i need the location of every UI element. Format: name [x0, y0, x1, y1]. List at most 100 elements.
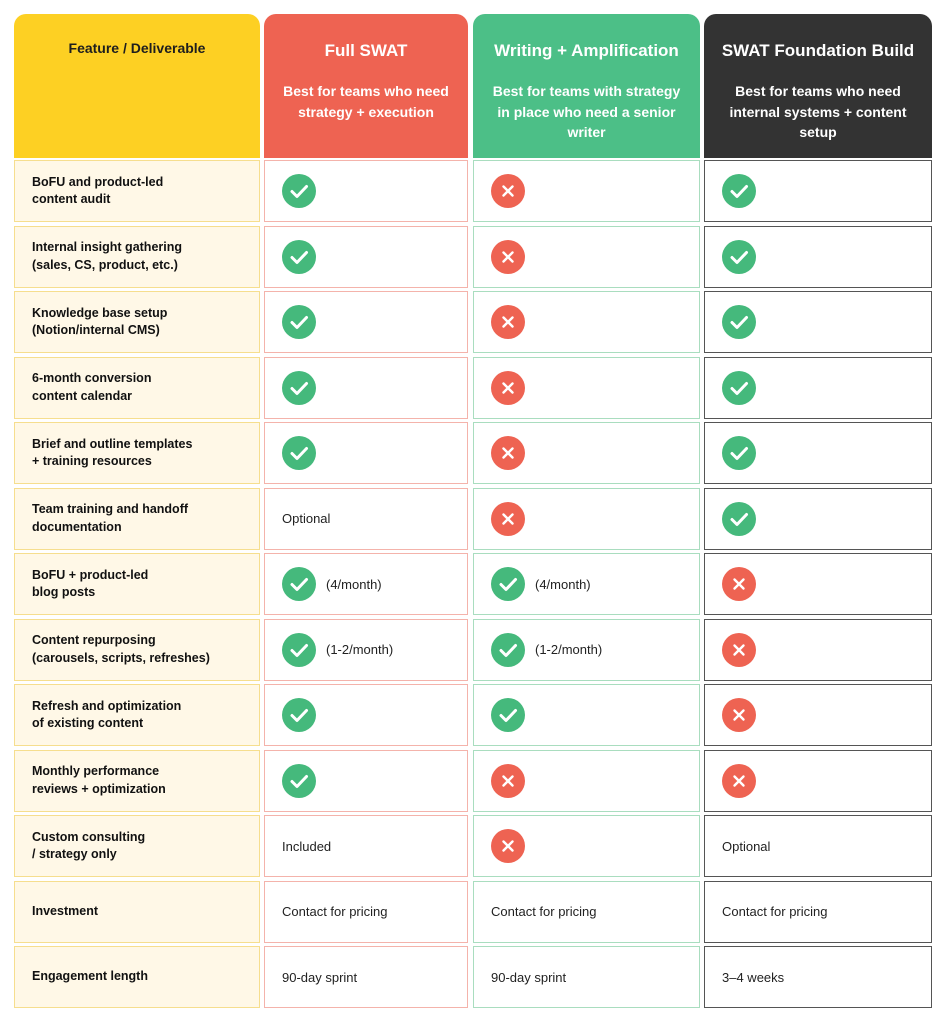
feature-text: Monthly performance: [32, 764, 160, 778]
feature-cell: Brief and outline templates + training re…: [14, 422, 260, 484]
plan-cell: [473, 815, 700, 877]
plan-cell: 90-day sprint: [264, 946, 468, 1008]
feature-text: documentation: [32, 519, 122, 534]
check-icon: [722, 239, 756, 274]
check-icon: [282, 763, 316, 798]
plan-cell: (4/month): [264, 553, 468, 615]
plan-cell: [473, 422, 700, 484]
plan-cell: [473, 487, 700, 550]
check-icon: [282, 174, 316, 208]
feature-text: (Notion/internal CMS): [32, 323, 160, 337]
plan-cell: [264, 422, 468, 484]
header-cell: SWAT Foundation Build Best for teams who …: [704, 14, 932, 158]
plan-cell: [473, 684, 700, 746]
feature-text: Investment: [32, 903, 98, 918]
check-icon: [722, 436, 756, 470]
feature-text: BoFU + product-led: [32, 567, 149, 582]
cell-text: Contact for pricing: [282, 904, 388, 919]
plan-cell: [264, 749, 468, 812]
plan-cell: [473, 291, 700, 353]
plan-subtitle: Best for teams who need strategy + execu…: [283, 83, 449, 120]
cross-icon: [722, 698, 756, 732]
plan-cell: Contact for pricing: [264, 880, 468, 943]
feature-text: content audit: [32, 192, 111, 206]
cell-text: Included: [282, 838, 332, 854]
plan-cell: Included: [264, 815, 468, 877]
check-icon: [282, 370, 316, 405]
feature-text: Content repurposing: [32, 633, 156, 647]
check-icon: [722, 501, 756, 536]
header-cell: Writing + Amplification Best for teams wi…: [473, 14, 700, 158]
feature-cell: Content repurposing (carousels, scripts, …: [14, 618, 260, 681]
plan-subtitle: Best for teams who need internal systems…: [729, 83, 907, 140]
plan-cell: [704, 553, 932, 615]
plan-cell: [264, 291, 468, 353]
plan-cell: [264, 225, 468, 288]
check-icon: [282, 305, 316, 339]
plan-cell: (1-2/month): [473, 618, 700, 681]
feature-text: Team training and handoff: [32, 502, 189, 516]
plan-cell: [473, 356, 700, 419]
feature-text: content calendar: [32, 388, 133, 403]
feature-cell: Knowledge base setup (Notion/internal CMS…: [14, 291, 260, 353]
cross-icon: [722, 567, 756, 601]
header-cell: Feature / Deliverable: [14, 14, 260, 158]
plan-subtitle: Best for teams with strategy in place wh…: [492, 83, 681, 140]
header-cell: Full SWAT Best for teams who need strateg…: [264, 14, 468, 158]
feature-cell: Internal insight gathering (sales, CS, pr…: [14, 225, 260, 288]
plan-cell: Optional: [704, 815, 932, 877]
cross-icon: [491, 305, 525, 339]
plan-cell: [704, 749, 932, 812]
cross-icon: [491, 501, 525, 536]
check-icon: [282, 436, 316, 470]
plan-cell: (1-2/month): [264, 618, 468, 681]
cross-icon: [722, 763, 756, 798]
check-icon: [491, 698, 525, 732]
cell-text: Optional: [282, 511, 331, 526]
plan-cell: 90-day sprint: [473, 946, 700, 1008]
plan-cell: [704, 225, 932, 288]
feature-cell: Team training and handoff documentation: [14, 487, 260, 550]
cell-text: 90-day sprint: [282, 969, 358, 985]
plan-cell: [704, 487, 932, 550]
feature-cell: Monthly performance reviews + optimizatio…: [14, 749, 260, 812]
cross-icon: [491, 370, 525, 405]
plan-title: SWAT Foundation Build: [721, 41, 915, 60]
feature-text: blog posts: [32, 585, 96, 599]
check-icon: [282, 239, 316, 274]
feature-text: Engagement length: [32, 969, 148, 984]
feature-cell: Investment: [14, 880, 260, 943]
plan-cell: [704, 618, 932, 681]
plan-cell: 3–4 weeks: [704, 946, 932, 1008]
cell-text: Contact for pricing: [491, 904, 597, 919]
feature-text: Custom consulting: [32, 829, 146, 844]
cell-note: (4/month): [535, 576, 591, 592]
feature-text: Refresh and optimization: [32, 698, 182, 713]
cell-text: Contact for pricing: [722, 904, 828, 919]
plan-cell: [264, 684, 468, 746]
plan-cell: [473, 749, 700, 812]
feature-cell: BoFU + product-led blog posts: [14, 553, 260, 615]
plan-cell: [264, 356, 468, 419]
feature-text: (carousels, scripts, refreshes): [32, 650, 210, 665]
plan-title: Writing + Amplification: [494, 41, 679, 60]
check-icon: [722, 370, 756, 405]
cross-icon: [491, 436, 525, 470]
feature-text: of existing content: [32, 716, 144, 730]
plan-cell: [704, 684, 932, 746]
plan-cell: [704, 422, 932, 484]
plan-cell: Contact for pricing: [704, 880, 932, 943]
cross-icon: [491, 239, 525, 274]
check-icon: [722, 305, 756, 339]
plan-cell: [704, 291, 932, 353]
plan-cell: [473, 225, 700, 288]
feature-cell: Refresh and optimization of existing cont…: [14, 684, 260, 746]
cell-note: (1-2/month): [535, 642, 603, 657]
feature-text: + training resources: [32, 454, 152, 468]
cross-icon: [491, 763, 525, 798]
feature-text: BoFU and product-led: [32, 174, 164, 189]
cell-note: (4/month): [326, 576, 382, 592]
feature-cell: 6-month conversion content calendar: [14, 356, 260, 419]
plan-cell: [264, 160, 468, 222]
plan-cell: (4/month): [473, 553, 700, 615]
